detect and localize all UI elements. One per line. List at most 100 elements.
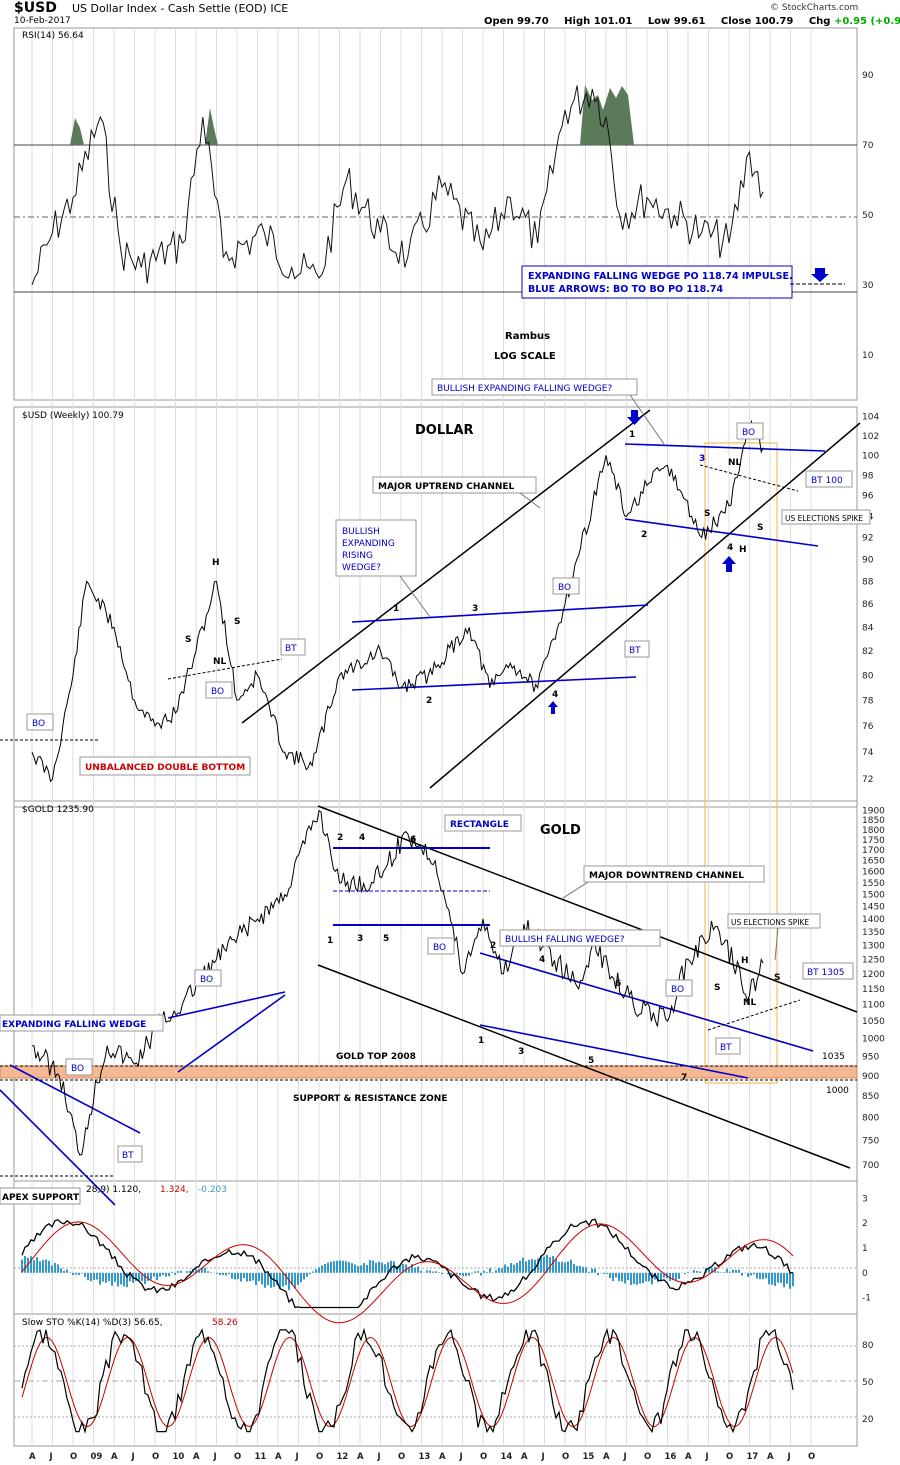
macd-hist-bar	[516, 1263, 518, 1273]
x-tick-label: A	[193, 1452, 200, 1462]
macd-hist-bar	[84, 1272, 86, 1277]
macd-hist-bar	[459, 1272, 461, 1276]
macd-hist-bar	[507, 1266, 509, 1273]
y-tick-label: 50	[862, 211, 874, 221]
ohlc-readout: Open 99.70 High 101.01 Low 99.61 Close 1…	[484, 16, 900, 27]
y-tick-label: 950	[862, 1053, 879, 1063]
falling-wedge-bottom	[624, 518, 819, 547]
stoch-d-line	[21, 1336, 794, 1428]
x-tick-label: J	[623, 1452, 627, 1462]
macd-hist-bar	[372, 1260, 374, 1273]
x-tick-label: A	[439, 1452, 446, 1462]
y-tick-label: 86	[862, 600, 874, 610]
macd-hist-bar	[741, 1272, 743, 1276]
change-value: Chg +0.95 (+0.95%)	[808, 16, 900, 27]
macd-hist-bar	[258, 1272, 260, 1282]
macd-hist-bar	[177, 1271, 179, 1273]
macd-hist-bar	[87, 1272, 89, 1281]
y-tick-label: 1350	[862, 928, 885, 938]
high-value: High 101.01	[564, 16, 633, 27]
macd-hist-bar	[606, 1272, 608, 1274]
macd-hist-bar	[738, 1269, 740, 1273]
macd-hist-bar	[147, 1272, 149, 1281]
x-tick-label: J	[377, 1452, 381, 1462]
macd-panel-frame	[13, 1180, 858, 1315]
usd-num-3b: 3	[699, 454, 705, 464]
macd-hist-bar	[180, 1270, 182, 1273]
macd-hist-bar	[477, 1271, 479, 1273]
y-tick-label: 92	[862, 534, 873, 544]
gold-num-3b: 3	[518, 1047, 524, 1057]
close-value: Close 100.79	[720, 16, 794, 27]
usd-bo-label-1: BO	[32, 719, 45, 729]
macd-hist-bar	[684, 1272, 686, 1275]
macd-hist-bar	[747, 1272, 749, 1277]
usd-up-arrow-icon-1	[548, 701, 558, 714]
gold-num-3a: 3	[357, 934, 363, 944]
befw-callout-box	[431, 378, 638, 396]
macd-hist-bar	[609, 1272, 611, 1279]
macd-hist-bar	[630, 1272, 632, 1285]
y-tick-label: 30	[862, 281, 874, 291]
berw-callout-box	[335, 519, 417, 577]
falling-wedge-bottom-gold	[479, 1024, 749, 1079]
usd-price-line	[31, 419, 764, 783]
gold-bt-label-2: BT	[720, 1043, 732, 1053]
macd-hist-bar	[249, 1272, 251, 1282]
x-tick-label: A	[521, 1452, 528, 1462]
macd-hist-bar	[546, 1254, 548, 1273]
y-tick-label: 74	[862, 748, 874, 758]
y-tick-label: 1250	[862, 955, 885, 965]
macd-hist-bar	[144, 1272, 146, 1284]
bfw-callout-box	[499, 929, 661, 947]
gold-top-label: GOLD TOP 2008	[336, 1052, 416, 1062]
macd-hist-bar	[33, 1260, 35, 1273]
macd-hist-bar	[336, 1260, 338, 1273]
macd-hist-bar	[195, 1268, 197, 1273]
macd-hist-bar	[402, 1263, 404, 1273]
x-tick-label: 16	[665, 1452, 677, 1462]
macd-hist-bar	[672, 1272, 674, 1281]
x-tick-label: 09	[91, 1452, 103, 1462]
macd-hist-bar	[150, 1272, 152, 1280]
wedge-po-text-2: BLUE ARROWS: BO TO BO PO 118.74	[528, 284, 723, 295]
gold-wedge-bottom-2010	[177, 994, 286, 1073]
macd-hist-bar	[504, 1264, 506, 1273]
macd-hist-bar	[186, 1271, 188, 1273]
macd-hist-bar	[426, 1270, 428, 1273]
macd-hist-bar	[114, 1272, 116, 1282]
macd-hist-bar	[315, 1269, 317, 1273]
macd-hist-bar	[270, 1272, 272, 1288]
x-tick-label: J	[459, 1452, 463, 1462]
macd-hist-bar	[27, 1257, 29, 1273]
us-elections-label-gold: US ELECTIONS SPIKE	[731, 918, 809, 927]
usd-down-arrow-icon	[627, 410, 642, 425]
macd-hist-bar	[339, 1260, 341, 1273]
gold-num-2b: 2	[490, 941, 496, 951]
gold-num-2a: 2	[337, 833, 343, 843]
y-tick-label: 1100	[862, 1001, 885, 1011]
macd-hist-bar	[216, 1272, 218, 1274]
macd-hist-bar	[693, 1270, 695, 1273]
macd-hist-bar	[387, 1262, 389, 1273]
macd-hist-bar	[648, 1272, 650, 1282]
macd-hist-bar	[621, 1272, 623, 1282]
x-tick-label: 14	[501, 1452, 513, 1462]
rect-callout: RECTANGLE	[450, 820, 509, 830]
macd-hist-bar	[102, 1272, 104, 1282]
macd-hist-bar	[348, 1262, 350, 1273]
x-tick-label: O	[726, 1452, 733, 1462]
macd-hist-bar	[123, 1272, 125, 1287]
macd-hist-bar	[261, 1272, 263, 1285]
y-tick-label: 102	[862, 432, 879, 442]
x-tick-label: J	[131, 1452, 135, 1462]
macd-hist-bar	[234, 1272, 236, 1280]
y-tick-label: 104	[862, 413, 879, 423]
gold-legend: $GOLD 1235.90	[22, 805, 94, 815]
rect-callout-box	[444, 814, 522, 832]
macd-hist-bar	[417, 1266, 419, 1273]
gold-num-6a: 6	[410, 835, 416, 845]
usd-s-1: S	[185, 635, 191, 645]
usd-bt-label-1: BT	[285, 644, 297, 654]
y-tick-label: 1	[862, 1244, 868, 1254]
